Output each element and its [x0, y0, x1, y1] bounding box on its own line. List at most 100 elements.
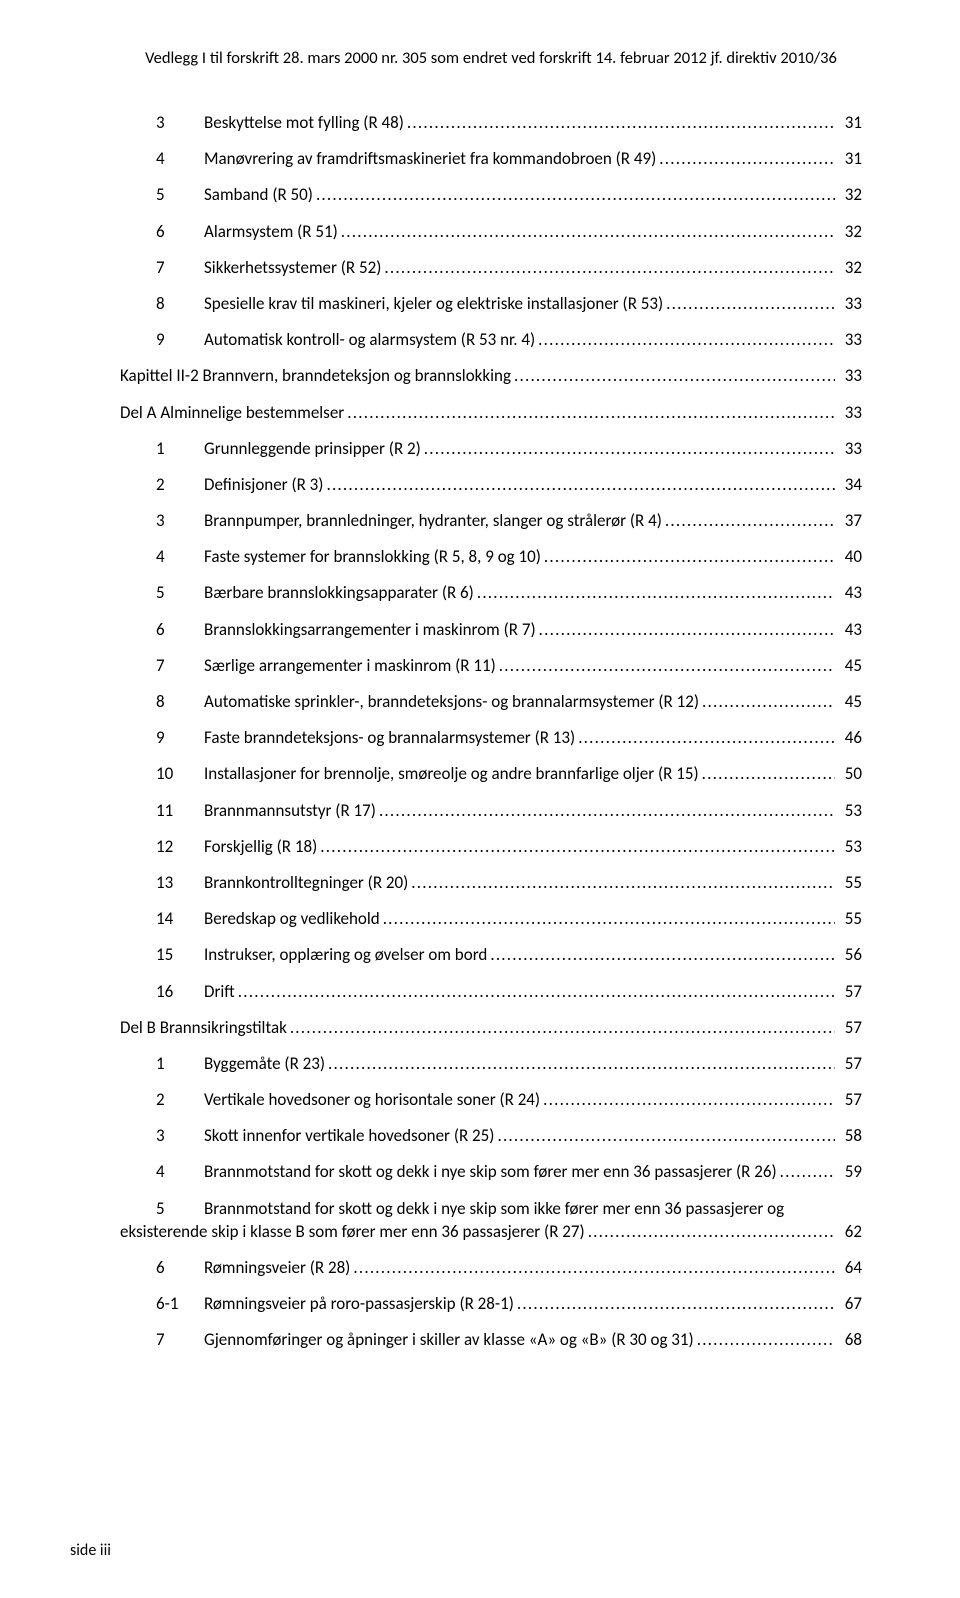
toc-entry: 15Instrukser, opplæring og øvelser om bo… — [156, 946, 862, 963]
toc-entry-number: 13 — [156, 874, 204, 891]
toc-entry-title: Faste systemer for brannslokking (R 5, 8… — [204, 548, 541, 565]
toc-entry: 10Installasjoner for brennolje, smøreolj… — [156, 765, 862, 782]
toc-entry-page: 33 — [838, 404, 862, 421]
toc-leader — [379, 802, 835, 819]
toc-entry-number: 16 — [156, 983, 204, 1000]
toc-entry: 3Brannpumper, brannledninger, hydranter,… — [156, 512, 862, 529]
toc-entry: 1Grunnleggende prinsipper (R 2)33 — [156, 440, 862, 457]
table-of-contents: 3Beskyttelse mot fylling (R 48)314Manøvr… — [120, 114, 862, 1348]
toc-entry-page: 40 — [838, 548, 862, 565]
toc-entry-title: Del A Alminnelige bestemmelser — [120, 404, 344, 421]
toc-entry-page: 57 — [838, 1019, 862, 1036]
toc-entry-page: 33 — [838, 331, 862, 348]
toc-entry-number: 11 — [156, 802, 204, 819]
toc-entry-title: Rømningsveier (R 28) — [204, 1259, 350, 1276]
toc-entry-number: 8 — [156, 693, 204, 710]
toc-entry-title: Brannpumper, brannledninger, hydranter, … — [204, 512, 662, 529]
toc-entry-title: Spesielle krav til maskineri, kjeler og … — [204, 295, 663, 312]
toc-entry-title: Instrukser, opplæring og øvelser om bord — [204, 946, 487, 963]
toc-entry-page: 56 — [838, 946, 862, 963]
toc-entry-title: Grunnleggende prinsipper (R 2) — [204, 440, 421, 457]
toc-entry: 5Bærbare brannslokkingsapparater (R 6) 43 — [156, 584, 862, 601]
toc-entry-number: 7 — [156, 259, 204, 276]
toc-entry-title: Sikkerhetssystemer (R 52) — [204, 259, 381, 276]
toc-entry: 9Automatisk kontroll- og alarmsystem (R … — [156, 331, 862, 348]
toc-entry-title: Brannslokkingsarrangementer i maskinrom … — [204, 621, 536, 638]
toc-entry-number: 4 — [156, 1163, 204, 1180]
toc-entry-title: Faste branndeteksjons- og brannalarmsyst… — [204, 729, 575, 746]
toc-entry: 4Manøvrering av framdriftsmaskineriet fr… — [156, 150, 862, 167]
toc-entry-title: Alarmsystem (R 51) — [204, 223, 338, 240]
toc-entry: 6Rømningsveier (R 28)64 — [156, 1259, 862, 1276]
toc-entry-page: 32 — [838, 259, 862, 276]
toc-entry-page: 53 — [838, 802, 862, 819]
toc-entry-page: 46 — [838, 729, 862, 746]
toc-entry-page: 55 — [838, 874, 862, 891]
toc-entry-title: Automatisk kontroll- og alarmsystem (R 5… — [204, 331, 535, 348]
toc-entry-page: 64 — [838, 1259, 862, 1276]
toc-leader — [538, 331, 835, 348]
toc-entry-page: 43 — [838, 621, 862, 638]
page-header: Vedlegg I til forskrift 28. mars 2000 nr… — [120, 48, 862, 68]
toc-entry-number: 2 — [156, 1091, 204, 1108]
toc-leader — [514, 367, 835, 384]
toc-entry-page: 43 — [838, 584, 862, 601]
toc-leader — [477, 584, 835, 601]
toc-entry-number: 1 — [156, 440, 204, 457]
toc-entry: 6Brannslokkingsarrangementer i maskinrom… — [156, 621, 862, 638]
toc-entry-page: 45 — [838, 693, 862, 710]
toc-leader — [697, 1331, 835, 1348]
toc-entry-number: 6-1 — [156, 1295, 204, 1312]
toc-entry-number: 10 — [156, 765, 204, 782]
toc-entry-number: 5 — [156, 1200, 204, 1217]
toc-leader — [424, 440, 835, 457]
toc-entry: 5Samband (R 50)32 — [156, 186, 862, 203]
toc-entry-page: 33 — [838, 367, 862, 384]
toc-leader — [702, 693, 835, 710]
toc-leader — [659, 150, 835, 167]
toc-leader — [588, 1223, 835, 1240]
toc-entry: 6-1Rømningsveier på roro-passasjerskip (… — [156, 1295, 862, 1312]
toc-leader — [517, 1295, 835, 1312]
toc-entry: 9Faste branndeteksjons- og brannalarmsys… — [156, 729, 862, 746]
toc-entry-number: 4 — [156, 548, 204, 565]
toc-entry-number: 7 — [156, 1331, 204, 1348]
toc-entry: 3Beskyttelse mot fylling (R 48)31 — [156, 114, 862, 131]
toc-leader — [499, 657, 835, 674]
toc-entry-title: Manøvrering av framdriftsmaskineriet fra… — [204, 150, 656, 167]
toc-entry-number: 14 — [156, 910, 204, 927]
toc-entry-number: 3 — [156, 114, 204, 131]
toc-entry-number: 9 — [156, 331, 204, 348]
toc-entry: 7Særlige arrangementer i maskinrom (R 11… — [156, 657, 862, 674]
toc-entry-page: 45 — [838, 657, 862, 674]
toc-entry-title-cont: eksisterende skip i klasse B som fører m… — [120, 1223, 585, 1240]
toc-entry-title: Brannmannsutstyr (R 17) — [204, 802, 376, 819]
toc-entry-number: 9 — [156, 729, 204, 746]
toc-entry-number: 6 — [156, 223, 204, 240]
toc-entry: 7Gjennomføringer og åpninger i skiller a… — [156, 1331, 862, 1348]
toc-entry: 6Alarmsystem (R 51)32 — [156, 223, 862, 240]
toc-leader — [320, 838, 835, 855]
toc-entry-page: 50 — [838, 765, 862, 782]
toc-entry-number: 4 — [156, 150, 204, 167]
toc-entry-number: 7 — [156, 657, 204, 674]
toc-entry-page: 59 — [838, 1163, 862, 1180]
toc-entry-number: 5 — [156, 584, 204, 601]
toc-leader — [666, 295, 835, 312]
toc-entry-title: Bærbare brannslokkingsapparater (R 6) — [204, 584, 474, 601]
toc-leader — [384, 259, 835, 276]
toc-leader — [341, 223, 835, 240]
toc-entry-page: 34 — [838, 476, 862, 493]
toc-entry-title: Del B Brannsikringstiltak — [120, 1019, 287, 1036]
toc-entry-title: Brannkontrolltegninger (R 20) — [204, 874, 408, 891]
toc-leader — [578, 729, 835, 746]
toc-entry: 7Sikkerhetssystemer (R 52) 32 — [156, 259, 862, 276]
toc-entry-page: 53 — [838, 838, 862, 855]
toc-entry-title: Forskjellig (R 18) — [204, 838, 317, 855]
toc-entry-number: 8 — [156, 295, 204, 312]
toc-leader — [347, 404, 835, 421]
toc-leader — [328, 1055, 835, 1072]
toc-entry: 3Skott innenfor vertikale hovedsoner (R … — [156, 1127, 862, 1144]
toc-entry-page: 32 — [838, 186, 862, 203]
toc-entry-page: 33 — [838, 295, 862, 312]
